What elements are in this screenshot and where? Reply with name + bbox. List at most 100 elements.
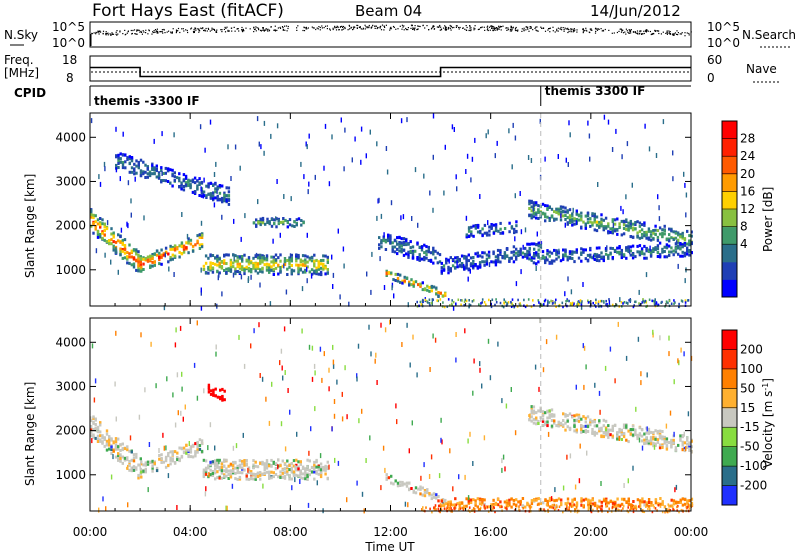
power-cell <box>575 250 578 254</box>
power-cell <box>263 254 265 260</box>
velocity-cell <box>220 466 224 469</box>
velocity-cell <box>537 409 540 413</box>
velocity-cell <box>678 510 680 514</box>
nsky-point <box>153 31 155 34</box>
velocity-cell <box>284 370 286 375</box>
power-cell <box>317 265 320 269</box>
nsky-point <box>326 25 328 27</box>
nsky-point <box>576 31 578 33</box>
velocity-cell <box>690 439 693 443</box>
power-cell <box>521 251 525 255</box>
power-cell <box>421 288 424 292</box>
power-cell <box>143 215 145 221</box>
velocity-cell <box>541 417 545 421</box>
velocity-cell <box>595 431 599 435</box>
power-cell <box>180 252 184 256</box>
velocity-cell <box>588 507 591 510</box>
velocity-cell <box>121 461 124 465</box>
nsky-point <box>523 30 525 32</box>
velocity-cell <box>521 504 525 508</box>
velocity-cell <box>564 502 567 506</box>
power-cell <box>119 250 122 254</box>
nsky-point <box>267 28 269 30</box>
power-cell <box>685 192 688 198</box>
power-cell <box>295 253 298 257</box>
velocity-cell <box>532 411 536 415</box>
velocity-cell <box>361 491 364 497</box>
velocity-cell <box>376 380 378 385</box>
velocity-cell <box>540 508 543 511</box>
velocity-cell <box>638 499 642 503</box>
velocity-cell <box>132 456 136 460</box>
nsky-point <box>628 32 631 34</box>
velocity-cell <box>566 497 570 501</box>
velocity-cell <box>503 500 507 504</box>
velocity-cell <box>265 461 269 465</box>
velocity-cell <box>483 505 486 509</box>
power-cell <box>494 260 498 264</box>
velocity-cell <box>374 358 376 364</box>
power-cell <box>137 266 140 270</box>
power-cell <box>470 225 473 229</box>
velocity-cell <box>501 458 503 464</box>
power-cell <box>135 159 138 163</box>
velocity-cell <box>604 433 608 437</box>
velocity-cell <box>683 449 687 453</box>
velocity-cell <box>99 430 102 434</box>
velocity-cell <box>324 472 327 476</box>
velocity-cell <box>594 382 596 388</box>
nsky-point <box>547 29 549 31</box>
nsky-point <box>198 29 200 31</box>
nsky-point <box>385 24 387 26</box>
nsky-point <box>675 33 678 35</box>
power-cell <box>465 266 468 270</box>
power-cell <box>135 164 138 168</box>
power-cell <box>266 217 269 221</box>
power-cell <box>370 289 372 295</box>
power-cell <box>422 299 424 302</box>
nsky-point <box>265 28 267 30</box>
power-cell <box>465 258 468 262</box>
power-cell <box>126 156 129 160</box>
velocity-cell <box>94 426 97 430</box>
velocity-cell <box>631 433 635 437</box>
velocity-cell <box>263 466 266 470</box>
velocity-cell <box>209 392 213 396</box>
velocity-cell <box>185 448 188 452</box>
velocity-cell <box>225 467 228 471</box>
power-cell <box>544 219 547 223</box>
power-cell <box>187 241 190 245</box>
power-echoes <box>90 113 693 311</box>
power-cell <box>589 253 592 257</box>
velocity-cell <box>307 502 310 508</box>
power-cell <box>512 250 516 254</box>
nsky-point <box>517 29 519 31</box>
power-colorbar-swatch <box>722 226 737 245</box>
power-cell <box>169 258 172 262</box>
power-cell <box>508 256 511 260</box>
velocity-cell <box>564 428 567 432</box>
power-cell <box>616 250 619 254</box>
power-cell <box>140 257 143 261</box>
power-cell <box>566 299 569 302</box>
velocity-ytick-label: 2000 <box>55 424 86 438</box>
power-cell <box>575 212 578 216</box>
nsky-point <box>350 27 352 29</box>
power-cell <box>446 305 449 308</box>
velocity-cell <box>602 499 606 503</box>
power-cell <box>307 189 309 195</box>
velocity-cell <box>90 434 93 438</box>
velocity-cell <box>585 364 587 370</box>
power-cell <box>161 171 163 176</box>
velocity-cell <box>399 484 402 487</box>
power-cell <box>149 254 152 258</box>
velocity-cell <box>434 337 437 343</box>
velocity-cell <box>216 464 219 468</box>
velocity-cell <box>283 463 287 467</box>
power-cell <box>456 256 459 259</box>
velocity-cell <box>380 322 382 328</box>
velocity-cell <box>670 498 673 502</box>
power-cell <box>396 279 400 283</box>
power-cell <box>386 169 389 175</box>
